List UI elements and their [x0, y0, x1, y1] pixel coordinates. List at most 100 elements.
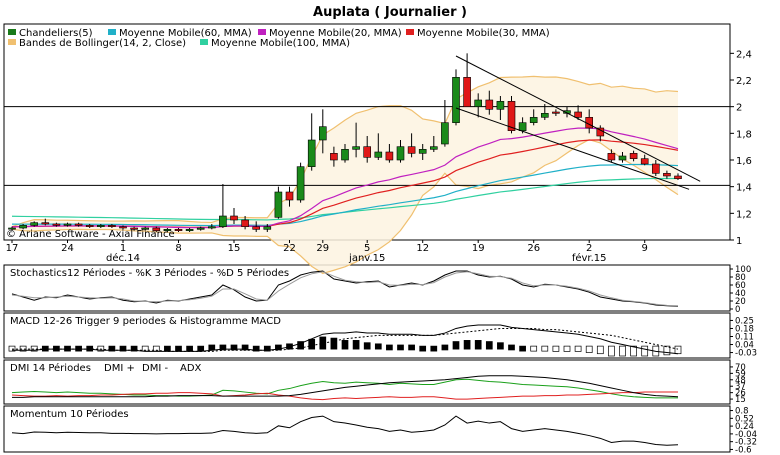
candle-body — [174, 229, 183, 231]
macd-histogram-bar — [386, 344, 393, 351]
macd-histogram-bar — [164, 345, 171, 352]
x-tick-label: 19 — [472, 243, 485, 254]
candle-body — [19, 225, 27, 229]
x-tick-label: 2 — [586, 243, 592, 254]
candle-body — [41, 222, 50, 225]
y-tick-label: 48 — [735, 376, 746, 386]
y-tick-label: -0.03 — [735, 349, 757, 359]
macd-histogram-bar — [530, 345, 538, 352]
candle-body — [141, 227, 149, 230]
legend-label: Moyenne Mobile(30, MMA) — [417, 28, 550, 39]
x-tick-label: 22 — [283, 243, 296, 254]
y-tick-label: 0.24 — [735, 422, 754, 432]
y-tick-label: 59 — [735, 369, 746, 379]
macd-histogram-bar — [197, 345, 205, 352]
panel-label-macd: MACD 12-26 Trigger 9 periodes & Histogra… — [10, 316, 281, 327]
x-tick-label: 15 — [228, 243, 241, 254]
macd-histogram-bar — [263, 345, 271, 352]
stochastics-series-0 — [11, 270, 679, 307]
panel-label-stochastics: Stochastics12 Périodes - %K 3 Périodes -… — [10, 267, 289, 279]
trendline-lower — [455, 107, 690, 190]
y-tick-label: 80 — [735, 273, 746, 283]
ma60-line — [11, 163, 679, 227]
x-month-label: févr.15 — [572, 252, 607, 264]
dmi-series-1 — [11, 391, 678, 401]
legend-label: Chandeliers(5) — [19, 28, 93, 39]
macd-histogram-bar — [463, 340, 471, 350]
x-month-label: janv.15 — [348, 253, 385, 264]
macd-histogram-bar — [430, 345, 438, 352]
candle-body — [385, 151, 394, 161]
y-tick-label: 26 — [735, 389, 746, 399]
y-tick-label: 15 — [735, 395, 746, 405]
bollinger-lower-line — [11, 139, 679, 275]
candle-body — [474, 99, 483, 107]
macd-histogram-bar — [641, 345, 649, 357]
candle-body — [663, 173, 671, 177]
candle-body — [496, 101, 505, 110]
macd-histogram-bar — [230, 344, 238, 351]
macd-histogram-bar — [330, 337, 338, 350]
candle-body — [463, 77, 471, 107]
candle-body — [352, 146, 360, 150]
y-tick-label: -0.6 — [735, 445, 752, 455]
macd-histogram-bar — [397, 344, 404, 351]
y-tick-label: 100 — [735, 265, 751, 275]
candle-body — [618, 155, 627, 161]
candle-body — [529, 117, 538, 123]
macd-series-1 — [12, 327, 679, 352]
candle-body — [52, 223, 61, 226]
candle-body — [540, 113, 549, 118]
candle-body — [8, 227, 16, 230]
macd-histogram-bar — [630, 345, 637, 357]
legend-swatch — [108, 29, 116, 35]
macd-histogram-bar — [574, 345, 582, 352]
x-tick-label: 12 — [416, 243, 429, 254]
y-tick-label: 0.8 — [735, 407, 749, 417]
x-tick-label: 17 — [6, 243, 19, 254]
legend-swatch — [8, 29, 16, 35]
candle-body — [341, 149, 349, 161]
x-tick-label: 26 — [527, 243, 540, 254]
macd-histogram-bar — [186, 345, 193, 352]
candle-body — [241, 219, 249, 227]
macd-histogram-bar — [508, 344, 515, 351]
macd-histogram-bar — [441, 344, 449, 351]
panel-label-momentum: Momentum 10 Périodes — [10, 408, 129, 420]
watermark-text: © Ariane Software - Axial Finance — [6, 229, 175, 240]
candle-body — [607, 153, 616, 161]
macd-histogram-bar — [374, 343, 382, 350]
candle-body — [574, 111, 582, 118]
y-tick-label: 0.25 — [735, 316, 754, 326]
chart-title: Auplata ( Journalier ) — [313, 5, 467, 20]
y-tick-label: 1,8 — [736, 129, 752, 140]
y-tick-label: 1,4 — [736, 183, 752, 194]
macd-histogram-bar — [308, 338, 316, 350]
macd-histogram-bar — [563, 345, 571, 352]
candle-body — [285, 191, 294, 201]
candle-body — [374, 151, 383, 158]
macd-series-0 — [12, 324, 679, 355]
y-tick-label: 1,6 — [736, 156, 752, 167]
stochastics-series-1 — [11, 271, 679, 307]
macd-histogram-bar — [175, 345, 182, 352]
candle-body — [629, 153, 638, 159]
x-tick-label: 9 — [642, 243, 648, 254]
macd-histogram-bar — [519, 345, 526, 352]
candle-body — [651, 163, 660, 174]
y-tick-label: 37 — [735, 382, 746, 392]
candle-body — [429, 146, 438, 150]
macd-histogram-bar — [363, 342, 371, 350]
candle-body — [74, 223, 83, 226]
candle-body — [30, 222, 39, 226]
macd-histogram-bar — [208, 344, 216, 351]
y-tick-label: 1,2 — [736, 209, 752, 220]
candle-body — [640, 158, 649, 165]
legend-label: Moyenne Mobile(60, MMA) — [119, 28, 252, 39]
x-tick-label: 8 — [175, 243, 181, 254]
bollinger-upper-line — [11, 75, 679, 228]
macd-histogram-bar — [585, 345, 593, 353]
candle-body — [518, 122, 527, 131]
candle-body — [363, 146, 372, 158]
candle-body — [230, 215, 238, 221]
